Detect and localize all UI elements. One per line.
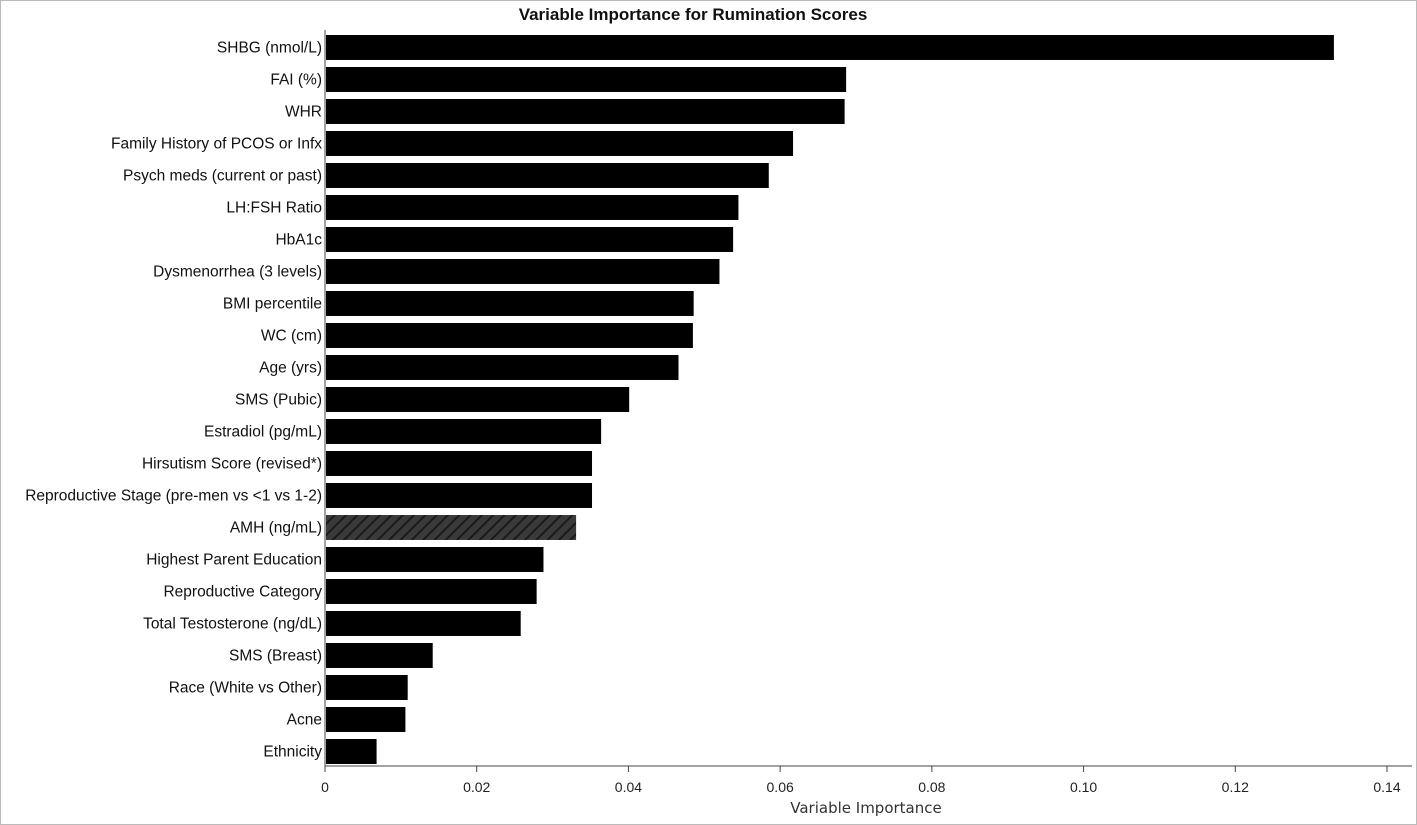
bar-12 (326, 419, 602, 444)
bar-21 (326, 707, 406, 732)
category-label: LH:FSH Ratio (226, 200, 322, 217)
bar-16 (326, 547, 544, 572)
bar-9 (326, 323, 693, 348)
category-label: Highest Parent Education (146, 552, 322, 569)
category-label: Total Testosterone (ng/dL) (143, 616, 322, 633)
x-tick-label: 0.12 (1222, 779, 1249, 795)
category-label: Family History of PCOS or Infx (111, 136, 322, 153)
bars-layer (326, 35, 1334, 764)
bar-7 (326, 259, 720, 284)
category-label: SMS (Breast) (229, 648, 322, 665)
category-label: Reproductive Stage (pre-men vs <1 vs 1-2… (25, 488, 322, 505)
category-label: Reproductive Category (163, 584, 322, 601)
category-label: Race (White vs Other) (169, 680, 322, 697)
category-label: BMI percentile (223, 296, 322, 313)
bar-14 (326, 483, 593, 508)
category-label: SMS (Pubic) (235, 392, 322, 409)
bar-15 (326, 515, 577, 540)
bar-10 (326, 355, 679, 380)
bar-5 (326, 195, 739, 220)
bar-4 (326, 163, 769, 188)
category-label: Estradiol (pg/mL) (204, 424, 322, 441)
bar-19 (326, 643, 433, 668)
bar-20 (326, 675, 408, 700)
category-label: Dysmenorrhea (3 levels) (153, 264, 322, 281)
category-label: WHR (285, 104, 322, 121)
chart-title: Variable Importance for Rumination Score… (519, 5, 868, 24)
bar-3 (326, 131, 794, 156)
x-axis-title: Variable Importance (790, 799, 941, 817)
x-tick-label: 0.02 (463, 779, 490, 795)
x-tick-label: 0.04 (615, 779, 642, 795)
x-tick-label: 0.14 (1373, 779, 1400, 795)
bar-18 (326, 611, 521, 636)
x-tick-label: 0.10 (1070, 779, 1097, 795)
bar-2 (326, 99, 845, 124)
bar-1 (326, 67, 847, 92)
category-label: SHBG (nmol/L) (217, 40, 322, 57)
bar-8 (326, 291, 694, 316)
bar-0 (326, 35, 1334, 60)
category-label: Acne (287, 712, 322, 729)
x-tick-label: 0 (321, 779, 329, 795)
x-tick-label: 0.06 (767, 779, 794, 795)
category-label: Age (yrs) (259, 360, 322, 377)
x-tick-label: 0.08 (918, 779, 945, 795)
category-label: Hirsutism Score (revised*) (142, 456, 322, 473)
x-axis-ticks: 0 0.02 0.04 0.06 0.08 0.10 0.12 0.14 (321, 766, 1401, 795)
category-label: Psych meds (current or past) (123, 168, 322, 185)
category-label: FAI (%) (270, 72, 322, 89)
bar-22 (326, 739, 377, 764)
category-label: HbA1c (275, 232, 322, 249)
bar-11 (326, 387, 630, 412)
bar-6 (326, 227, 734, 252)
bar-17 (326, 579, 537, 604)
category-label: Ethnicity (263, 744, 322, 761)
category-labels: SHBG (nmol/L) FAI (%) WHR Family History of… (25, 40, 322, 761)
category-label: WC (cm) (261, 328, 322, 345)
bar-13 (326, 451, 593, 476)
category-label: AMH (ng/mL) (230, 520, 322, 537)
